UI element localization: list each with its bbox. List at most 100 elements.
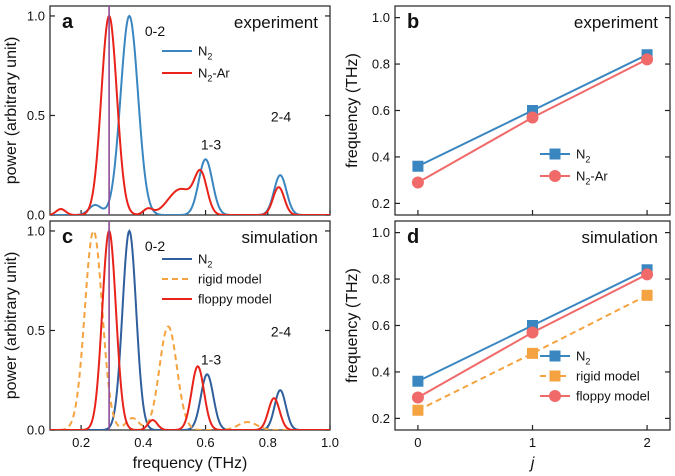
- legend-label-main: N: [198, 252, 207, 267]
- legend-label: N2-Ar: [576, 169, 608, 187]
- panel-title: experiment: [234, 13, 318, 32]
- y-tick-label: 1.0: [372, 225, 390, 240]
- x-tick-label: 2: [643, 435, 650, 450]
- y-tick-label: 0.5: [27, 108, 45, 123]
- x-tick-label: 1.0: [321, 435, 339, 450]
- peak-annotation: 1-3: [201, 351, 221, 367]
- peak-annotation: 2-4: [271, 323, 291, 339]
- x-tick-label: 0.2: [72, 435, 90, 450]
- y-tick-label: 1.0: [27, 223, 45, 238]
- data-point: [527, 105, 538, 116]
- peak-annotation: 1-3: [201, 136, 221, 152]
- panel-b: 0.2 0.4 0.6 0.8 1.0 b experiment frequency (THz…: [344, 5, 671, 216]
- legend-label-main: N: [576, 349, 585, 364]
- legend-marker: [549, 370, 561, 382]
- y-tick-label: 0.5: [27, 323, 45, 338]
- series-line-n2-ar: [50, 14, 330, 215]
- y-tick-label: 1.0: [27, 8, 45, 23]
- data-point: [641, 268, 654, 281]
- series-line-n2: [50, 229, 330, 430]
- y-tick-label: 0.2: [372, 196, 390, 211]
- legend-label-sub: 2: [585, 155, 590, 165]
- y-tick-label: 0.8: [372, 272, 390, 287]
- panel-d: 0.2 0.4 0.6 0.8 1.0 0 1 2 d simulation frequency (…: [344, 220, 671, 472]
- legend-label: floppy model: [576, 389, 650, 404]
- panel-title: simulation: [241, 228, 318, 247]
- legend-label-suffix: -Ar: [212, 66, 230, 81]
- panel-title: experiment: [574, 13, 658, 32]
- series-line-rigid-model: [417, 294, 648, 412]
- legend-label-sub: 2: [207, 74, 212, 84]
- series-line-rigid-model: [50, 229, 330, 430]
- peak-annotation: 0-2: [145, 238, 165, 254]
- legend-marker: [549, 390, 561, 402]
- x-axis-label: frequency (THz): [133, 455, 248, 472]
- y-tick-label: 0.0: [27, 208, 45, 223]
- legend-label: rigid model: [198, 272, 262, 287]
- data-point: [641, 53, 654, 66]
- data-point: [527, 320, 538, 331]
- x-tick-label: 0.4: [134, 435, 152, 450]
- legend-label: rigid model: [576, 369, 640, 384]
- legend-label: N2-Ar: [198, 66, 230, 84]
- y-tick-label: 0.6: [372, 103, 390, 118]
- panel-a: 0.0 0.5 1.0 a experiment power (arbitrary uni…: [3, 5, 331, 223]
- legend-label: N2: [576, 349, 590, 367]
- data-point: [641, 289, 653, 301]
- y-axis-label: power (arbitrary unit): [3, 37, 20, 185]
- x-tick-label: 0: [414, 435, 421, 450]
- legend-label-main: N: [576, 169, 585, 184]
- y-axis-label: frequency (THz): [344, 53, 361, 168]
- panel-label: c: [62, 226, 73, 248]
- y-tick-label: 0.2: [372, 411, 390, 426]
- y-tick-label: 1.0: [372, 10, 390, 25]
- legend-label-main: floppy model: [576, 389, 650, 404]
- legend-label-sub: 2: [585, 177, 590, 187]
- legend-label-main: rigid model: [576, 369, 640, 384]
- panel-label: b: [407, 11, 419, 33]
- legend-label: N2: [198, 44, 212, 62]
- x-tick-label: 1: [529, 435, 536, 450]
- legend-label: N2: [576, 147, 590, 165]
- x-axis-label: j: [529, 455, 535, 472]
- legend-label-main: N: [576, 147, 585, 162]
- y-tick-label: 0.8: [372, 57, 390, 72]
- data-point: [526, 111, 539, 124]
- series-line-n2: [50, 14, 330, 215]
- x-tick-label: 0.6: [197, 435, 215, 450]
- data-point: [527, 347, 538, 359]
- legend-label-sub: 2: [585, 357, 590, 367]
- legend-label: floppy model: [198, 292, 272, 307]
- y-tick-label: 0.0: [27, 423, 45, 438]
- panel-label: a: [62, 11, 74, 33]
- data-point: [526, 326, 539, 339]
- x-tick-label: 0.8: [259, 435, 277, 450]
- legend-label-sub: 2: [207, 52, 212, 62]
- legend-label-main: N: [198, 44, 207, 59]
- legend-label-main: floppy model: [198, 292, 272, 307]
- legend-marker: [549, 148, 561, 160]
- legend-label-suffix: -Ar: [590, 169, 608, 184]
- legend-label: N2: [198, 252, 212, 270]
- data-point: [412, 160, 424, 172]
- y-tick-label: 0.4: [372, 364, 390, 379]
- y-tick-label: 0.4: [372, 149, 390, 164]
- legend-marker: [549, 170, 561, 182]
- panel-c: 0.0 0.5 1.0 0.2 0.4 0.6 0.8 1.0 c simulation power…: [3, 220, 339, 472]
- axes-frame: [49, 220, 331, 431]
- data-point: [412, 404, 424, 416]
- peak-annotation: 0-2: [145, 23, 165, 39]
- axes-frame: [49, 5, 331, 216]
- y-axis-label: frequency (THz): [344, 268, 361, 383]
- legend-label-main: rigid model: [198, 272, 262, 287]
- data-point: [411, 176, 424, 189]
- series-line-floppy-model: [50, 229, 330, 430]
- data-point: [412, 375, 424, 387]
- panel-title: simulation: [581, 228, 658, 247]
- data-point: [411, 391, 424, 404]
- legend-label-main: N: [198, 66, 207, 81]
- peak-annotation: 2-4: [271, 108, 291, 124]
- panel-label: d: [407, 226, 419, 248]
- y-axis-label: power (arbitrary unit): [3, 252, 20, 400]
